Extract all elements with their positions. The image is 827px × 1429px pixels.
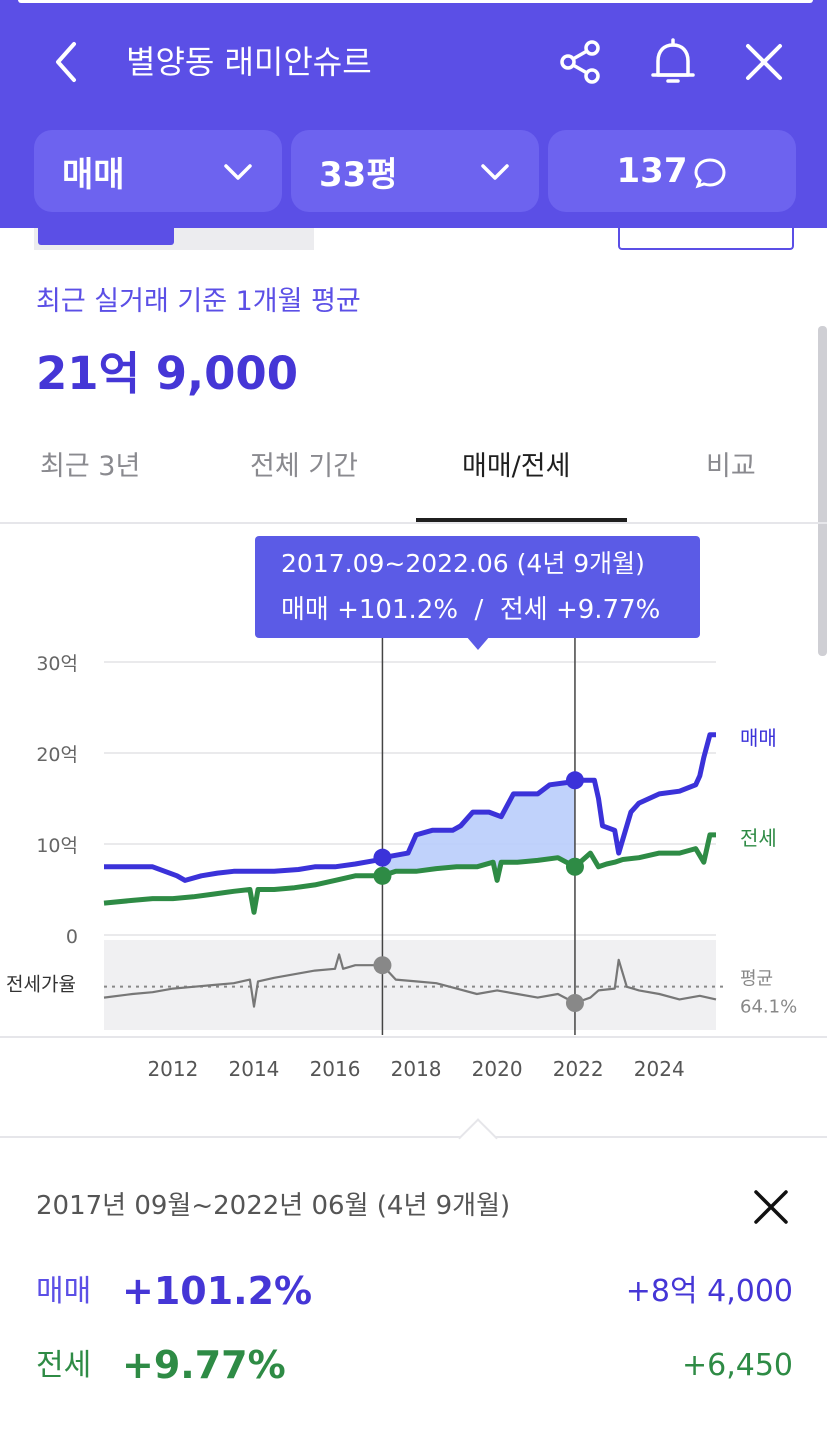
selection-fill-area <box>382 780 575 877</box>
tab-compare[interactable]: 비교 <box>706 451 756 482</box>
average-caption: 최근 실거래 기준 1개월 평균 <box>36 286 361 317</box>
sale-series-line <box>104 732 716 883</box>
sale-marker <box>565 771 584 790</box>
notification-button[interactable] <box>647 36 699 88</box>
tooltip-period: 2017.09~2022.06 (4년 9개월) <box>281 549 645 578</box>
ratio-average-value: 64.1% <box>740 997 797 1018</box>
ratio-panel-bg <box>104 940 716 1030</box>
close-header-button[interactable] <box>738 36 790 88</box>
selection-markers <box>373 771 584 1012</box>
detail-close-button[interactable] <box>748 1184 794 1230</box>
header-top-edge <box>18 0 813 3</box>
jeonse-row-amount: +6,450 <box>681 1348 793 1383</box>
jeonse-row-label: 전세 <box>36 1348 92 1383</box>
x-tick-labels: 2012 2014 2016 2018 2020 2022 2024 <box>147 1057 684 1081</box>
sale-row-percent: +101.2% <box>122 1269 313 1313</box>
close-icon <box>754 1190 788 1224</box>
jeonse-series-line <box>103 832 716 915</box>
active-tab-indicator <box>416 518 627 522</box>
close-icon <box>746 44 782 80</box>
ratio-marker <box>373 956 392 975</box>
chevron-down-icon <box>481 164 509 180</box>
x-tick-label: 2020 <box>472 1057 523 1081</box>
trade-type-select[interactable]: 매매 <box>34 130 282 212</box>
area-size-label: 33평 <box>319 154 398 195</box>
detail-notch <box>458 1118 498 1158</box>
tab-sale-jeonse[interactable]: 매매/전세 <box>462 451 571 482</box>
back-button[interactable] <box>40 36 92 88</box>
tab-divider <box>0 522 827 524</box>
tab-all-period[interactable]: 전체 기간 <box>250 451 358 482</box>
chevron-left-icon <box>56 42 76 82</box>
selection-tooltip: 2017.09~2022.06 (4년 9개월) 매매 +101.2% / 전세… <box>255 536 700 638</box>
scrollbar[interactable] <box>818 326 827 656</box>
y-tick-label: 10억 <box>36 835 78 857</box>
app-header: 별양동 래미안슈르 매매 33평 <box>0 0 827 228</box>
share-icon <box>560 40 600 84</box>
jeonse-marker <box>373 866 392 885</box>
comment-count: 137 <box>616 151 688 191</box>
hidden-toggle-active <box>38 228 174 245</box>
y-tick-label: 0 <box>66 926 78 948</box>
sale-row-label: 매매 <box>36 1274 92 1309</box>
average-price: 21억 9,000 <box>36 347 299 400</box>
jeonse-row-percent: +9.77% <box>122 1343 286 1387</box>
sale-row-amount: +8억 4,000 <box>625 1274 793 1309</box>
area-size-select[interactable]: 33평 <box>291 130 539 212</box>
y-tick-label: 30억 <box>36 653 78 675</box>
x-tick-label: 2016 <box>310 1057 361 1081</box>
ratio-marker <box>565 994 584 1012</box>
comment-icon <box>694 158 726 189</box>
x-tick-label: 2018 <box>391 1057 442 1081</box>
share-button[interactable] <box>554 36 606 88</box>
comments-button[interactable]: 137 <box>548 130 796 212</box>
x-tick-label: 2022 <box>553 1057 604 1081</box>
chevron-down-icon <box>224 164 252 180</box>
detail-divider <box>0 1136 827 1138</box>
tab-recent-3y[interactable]: 최근 3년 <box>40 451 141 482</box>
tooltip-arrow <box>466 636 490 650</box>
ratio-label: 전세가율 <box>6 974 76 996</box>
x-tick-label: 2014 <box>229 1057 280 1081</box>
ratio-average-label: 평균 <box>740 969 773 990</box>
y-tick-label: 20억 <box>36 744 78 766</box>
x-tick-label: 2024 <box>634 1057 685 1081</box>
detail-period: 2017년 09월~2022년 06월 (4년 9개월) <box>36 1191 511 1221</box>
page-title: 별양동 래미안슈르 <box>126 43 372 81</box>
bell-icon <box>651 38 695 83</box>
y-tick-labels: 30억 20억 10억 0 <box>36 653 78 948</box>
sale-marker <box>373 848 392 867</box>
jeonse-marker <box>565 857 584 876</box>
trade-type-label: 매매 <box>62 154 125 195</box>
ratio-series-line <box>103 953 717 1008</box>
tooltip-change: 매매 +101.2% / 전세 +9.77% <box>281 595 661 625</box>
hidden-outline-button <box>618 228 794 250</box>
x-tick-label: 2012 <box>147 1057 198 1081</box>
sale-series-label: 매매 <box>740 726 777 750</box>
jeonse-series-label: 전세 <box>740 826 777 850</box>
